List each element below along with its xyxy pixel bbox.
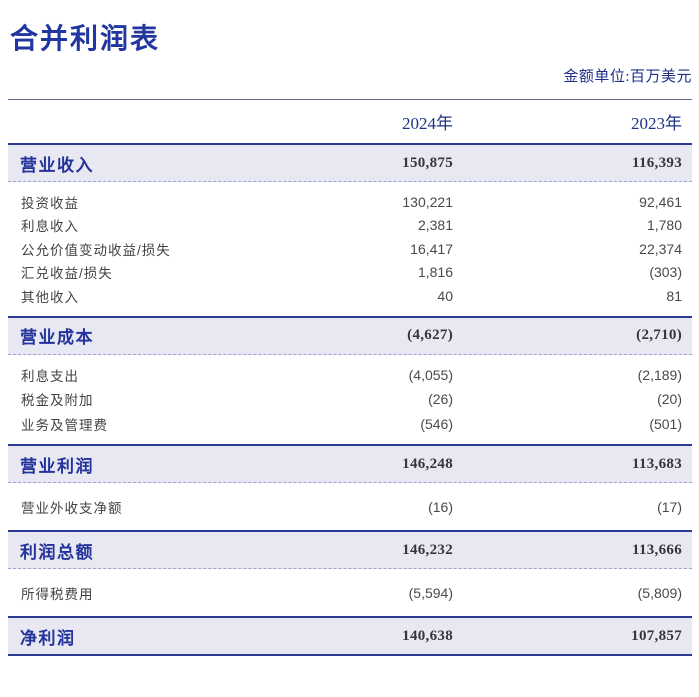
row-label: 税金及附加 [21,393,94,409]
value-2024: 130,221 [402,193,453,210]
row-label: 投资收益 [21,195,79,211]
column-header-2023: 2023年 [631,114,682,133]
row-admin-expenses: 业务及管理费 (546) (501) [8,412,692,437]
row-fair-value-change: 公允价值变动收益/损失 16,417 22,374 [8,237,692,261]
row-investment-income: 投资收益 130,221 92,461 [8,190,692,214]
row-label: 营业利润 [20,456,94,476]
value-2024: 146,232 [402,541,453,558]
cost-detail-group: 利息支出 (4,055) (2,189) 税金及附加 (26) (20) 业务及… [8,355,692,445]
row-income-tax: 所得税费用 (5,594) (5,809) [8,582,692,603]
row-label: 利息支出 [21,368,79,384]
value-2023: (17) [657,498,682,515]
value-2023: 113,683 [631,455,682,472]
value-2024: 140,638 [402,627,453,644]
value-2023: (501) [649,415,682,432]
row-label: 营业成本 [20,328,94,347]
row-label: 营业收入 [20,155,94,175]
income-statement-table: 2024年 2023年 营业收入 150,875 116,393 投资收益 13… [8,99,692,656]
value-2024: (5,594) [408,584,453,601]
row-non-operating-net: 营业外收支净额 (16) (17) [8,496,692,517]
row-operating-revenue: 营业收入 150,875 116,393 [8,143,692,182]
row-fx-gain-loss: 汇兑收益/损失 1,816 (303) [8,261,692,285]
value-2024: (16) [428,498,453,515]
row-label: 营业外收支净额 [21,500,123,516]
value-2023: (5,809) [637,584,682,601]
income-tax-group: 所得税费用 (5,594) (5,809) [8,569,692,616]
value-2024: 16,417 [410,240,453,257]
row-interest-income: 利息收入 2,381 1,780 [8,214,692,238]
value-2023: 81 [666,287,682,304]
value-2023: (2,189) [637,366,682,383]
value-2023: (2,710) [636,327,682,343]
value-2023: 107,857 [631,627,682,644]
income-statement-page: 合并利润表 金额单位:百万美元 2024年 2023年 营业收入 150,875… [0,22,699,656]
value-2023: 92,461 [639,193,682,210]
row-label: 所得税费用 [21,586,94,602]
value-2024: (26) [428,391,453,408]
row-operating-costs: 营业成本 (4,627) (2,710) [8,315,692,355]
row-label: 利润总额 [20,542,94,562]
value-2024: 40 [437,287,453,304]
value-2023: 22,374 [639,240,682,257]
value-2024: 146,248 [402,455,453,472]
table-header-row: 2024年 2023年 [8,100,692,143]
value-2023: (303) [649,264,682,281]
value-2023: (20) [657,391,682,408]
non-operating-group: 营业外收支净额 (16) (17) [8,483,692,530]
value-2024: 2,381 [417,217,453,234]
row-label: 净利润 [20,628,76,648]
value-2024: 1,816 [417,264,453,281]
row-taxes-surcharges: 税金及附加 (26) (20) [8,387,692,412]
row-total-profit: 利润总额 146,232 113,666 [8,530,692,569]
value-2023: 113,666 [631,541,682,558]
row-label: 其他收入 [21,289,79,305]
value-2024: (4,055) [408,366,453,383]
value-2023: 116,393 [631,154,682,171]
value-2024: (546) [420,415,453,432]
value-2023: 1,780 [646,217,682,234]
row-net-profit: 净利润 140,638 107,857 [8,616,692,656]
row-label: 公允价值变动收益/损失 [21,242,171,258]
column-header-2024: 2024年 [402,114,453,133]
row-label: 利息收入 [21,219,79,235]
value-2024: 150,875 [402,154,453,171]
revenue-detail-group: 投资收益 130,221 92,461 利息收入 2,381 1,780 公允价… [8,182,692,316]
row-interest-expense: 利息支出 (4,055) (2,189) [8,363,692,388]
row-other-income: 其他收入 40 81 [8,284,692,308]
page-title: 合并利润表 [10,23,161,54]
row-operating-profit: 营业利润 146,248 113,683 [8,444,692,483]
row-label: 汇兑收益/损失 [21,266,113,282]
value-2024: (4,627) [407,327,453,343]
unit-note: 金额单位:百万美元 [563,69,692,85]
row-label: 业务及管理费 [21,417,108,433]
